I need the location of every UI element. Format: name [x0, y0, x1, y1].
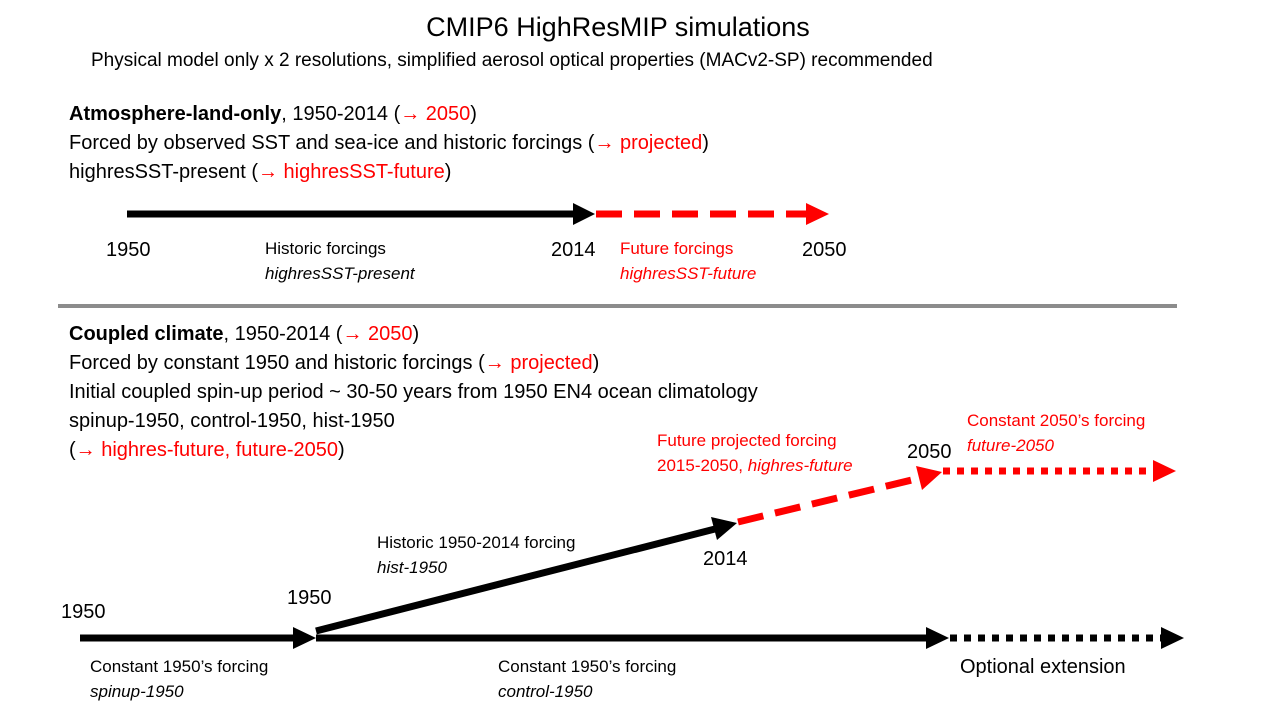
coupled-exps2-close: ) — [338, 439, 345, 461]
future-label-block: Future projected forcing 2015-2050, high… — [657, 428, 853, 478]
coupled-exps-line: spinup-1950, control-1950, hist-1950 — [69, 410, 395, 432]
atmos-forced-text: Forced by observed SST and sea-ice and h… — [69, 132, 595, 154]
coupled-year-1950-mid: 1950 — [287, 587, 332, 609]
atmos-heading-rest: , 1950-2014 ( — [281, 103, 401, 125]
hist-label-block: Historic 1950-2014 forcing hist-1950 — [377, 530, 575, 580]
coupled-exps2-line: (→ highres-future, future-2050) — [69, 439, 345, 462]
coupled-heading-red: → 2050 — [342, 323, 413, 345]
future-label2: 2015-2050, — [657, 456, 748, 475]
atmos-future-arrowhead — [806, 203, 829, 225]
atmos-future-label: Future forcings — [620, 239, 734, 258]
coupled-year-2014: 2014 — [703, 548, 748, 570]
coupled-year-1950-left: 1950 — [61, 601, 106, 623]
page-title: CMIP6 HighResMIP simulations — [426, 12, 810, 42]
coupled-heading-bold: Coupled climate — [69, 323, 224, 345]
hist-label: Historic 1950-2014 forcing — [377, 533, 576, 552]
const2050-arrowhead — [1153, 460, 1176, 482]
future-exp: highres-future — [747, 456, 853, 475]
atmos-future-exp: highresSST-future — [620, 264, 757, 283]
coupled-forced-line: Forced by constant 1950 and historic for… — [69, 352, 599, 375]
future-label: Future projected forcing — [657, 431, 837, 450]
coupled-forced-text: Forced by constant 1950 and historic for… — [69, 352, 485, 374]
spinup-arrowhead — [293, 627, 316, 649]
atmos-historic-label: Historic forcings — [265, 239, 386, 258]
atmos-year-2014: 2014 — [551, 239, 596, 261]
coupled-heading: Coupled climate, 1950-2014 (→ 2050) — [69, 323, 419, 346]
coupled-year-2050: 2050 — [907, 441, 952, 463]
atmos-forced-close: ) — [702, 132, 709, 154]
control-label: Constant 1950’s forcing — [498, 657, 677, 676]
atmos-future-label-block: Future forcings highresSST-future — [620, 236, 756, 286]
atmos-exp-close: ) — [444, 161, 452, 183]
atmos-heading: Atmosphere-land-only, 1950-2014 (→ 2050) — [69, 103, 477, 126]
atmos-exp-text: highresSST-present ( — [69, 161, 258, 183]
spinup-label-block: Constant 1950’s forcing spinup-1950 — [90, 654, 268, 704]
atmos-forced-red: → projected — [594, 132, 703, 154]
future-arrow — [737, 474, 921, 526]
page-subtitle: Physical model only x 2 resolutions, sim… — [91, 50, 933, 71]
atmos-historic-label-block: Historic forcings highresSST-present — [265, 236, 415, 286]
atmos-year-2050: 2050 — [802, 239, 847, 261]
const2050-exp: future-2050 — [967, 436, 1054, 455]
coupled-exps2-red: → highres-future, future-2050 — [75, 439, 339, 461]
atmos-forced-line: Forced by observed SST and sea-ice and h… — [69, 132, 709, 155]
coupled-forced-close: ) — [592, 352, 600, 374]
atmos-historic-exp: highresSST-present — [265, 264, 415, 283]
hist-arrow — [315, 525, 716, 635]
control-arrowhead — [926, 627, 949, 649]
coupled-spinup-line: Initial coupled spin-up period ~ 30-50 y… — [69, 381, 758, 403]
atmos-heading-bold: Atmosphere-land-only — [69, 103, 282, 125]
coupled-heading-rest: , 1950-2014 ( — [223, 323, 343, 345]
spinup-exp: spinup-1950 — [90, 682, 184, 701]
atmos-historic-arrowhead — [573, 203, 595, 225]
control-label-block: Constant 1950’s forcing control-1950 — [498, 654, 676, 704]
coupled-exps2-open: ( — [69, 439, 76, 461]
const2050-label-block: Constant 2050’s forcing future-2050 — [967, 408, 1145, 458]
atmos-heading-red: → 2050 — [400, 103, 471, 125]
optional-extension-arrowhead — [1161, 627, 1184, 649]
spinup-label: Constant 1950’s forcing — [90, 657, 269, 676]
control-exp: control-1950 — [498, 682, 593, 701]
hist-arrowhead — [711, 517, 737, 540]
coupled-heading-close: ) — [412, 323, 420, 345]
hist-exp: hist-1950 — [377, 558, 447, 577]
atmos-exp-line: highresSST-present (→ highresSST-future) — [69, 161, 451, 184]
coupled-forced-red: → projected — [484, 352, 593, 374]
atmos-heading-close: ) — [470, 103, 477, 125]
atmos-year-1950: 1950 — [106, 239, 151, 261]
optional-extension-label: Optional extension — [960, 656, 1126, 678]
future-arrowhead — [916, 466, 942, 490]
const2050-label: Constant 2050’s forcing — [967, 411, 1146, 430]
atmos-exp-red: → highresSST-future — [257, 161, 445, 183]
